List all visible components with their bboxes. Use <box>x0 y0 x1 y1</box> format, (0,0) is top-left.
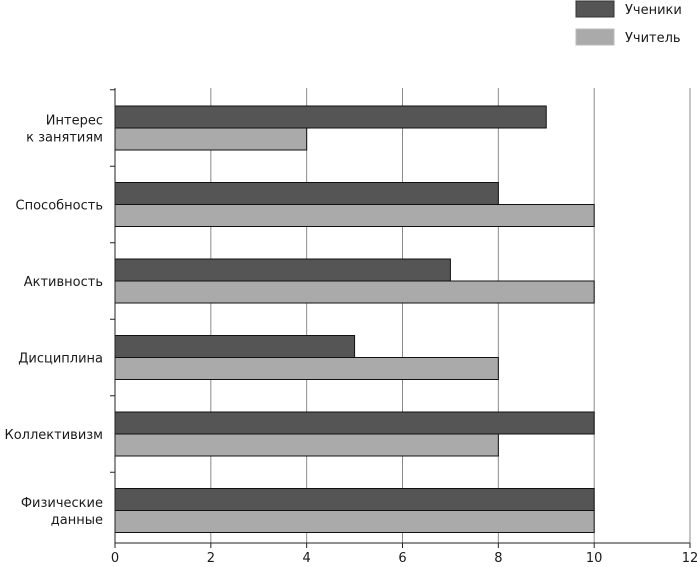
bar-series1-3 <box>114 335 356 358</box>
x-tick-label-2: 2 <box>207 551 215 566</box>
bar-series2-2 <box>114 280 595 304</box>
category-labels: Интерес к занятиям Способность Активность Ди… <box>4 114 103 529</box>
bars <box>114 105 595 533</box>
x-tick-label-4: 4 <box>303 551 311 566</box>
bar-series1-2 <box>114 258 451 282</box>
bar-series1-5 <box>114 488 595 511</box>
legend-swatch-0 <box>575 0 615 18</box>
bar-series1-0 <box>114 105 547 129</box>
bar-series2-1 <box>114 204 595 227</box>
category-label-line: Дисциплина <box>18 352 103 367</box>
category-label-4: Коллективизм <box>4 428 103 443</box>
bar-series2-3 <box>114 357 499 380</box>
x-tick-label-8: 8 <box>494 551 502 566</box>
bar-series1-4 <box>114 411 595 435</box>
legend: Ученики Учитель <box>575 0 682 46</box>
category-label-3: Дисциплина <box>18 352 103 367</box>
bar-series1-1 <box>114 182 499 205</box>
x-tick-label-0: 0 <box>111 551 119 566</box>
grid-lines <box>210 88 691 543</box>
category-label-1: Способность <box>16 199 103 214</box>
category-label-line: Интерес <box>46 114 103 129</box>
category-label-line: данные <box>51 513 103 528</box>
category-label-0: Интерес к занятиям <box>26 114 103 146</box>
x-tick-label-6: 6 <box>398 551 406 566</box>
category-label-line: Способность <box>16 199 103 214</box>
x-tick-label-12: 12 <box>682 551 697 566</box>
category-label-5: Физические данные <box>21 496 103 528</box>
category-label-line: Физические <box>21 496 103 511</box>
category-label-line: Коллективизм <box>4 428 103 443</box>
bar-series2-0 <box>114 127 308 151</box>
bar-series2-4 <box>114 433 499 457</box>
legend-label-1: Учитель <box>625 31 681 46</box>
legend-swatch-1 <box>575 28 615 46</box>
category-label-line: к занятиям <box>26 131 103 146</box>
tick-labels: 0 2 4 6 8 10 12 <box>111 551 697 566</box>
category-label-2: Активность <box>24 275 103 290</box>
category-label-line: Активность <box>24 275 103 290</box>
axes <box>110 88 691 548</box>
x-tick-label-10: 10 <box>586 551 603 566</box>
bar-series2-5 <box>114 510 595 533</box>
legend-label-0: Ученики <box>625 3 682 18</box>
